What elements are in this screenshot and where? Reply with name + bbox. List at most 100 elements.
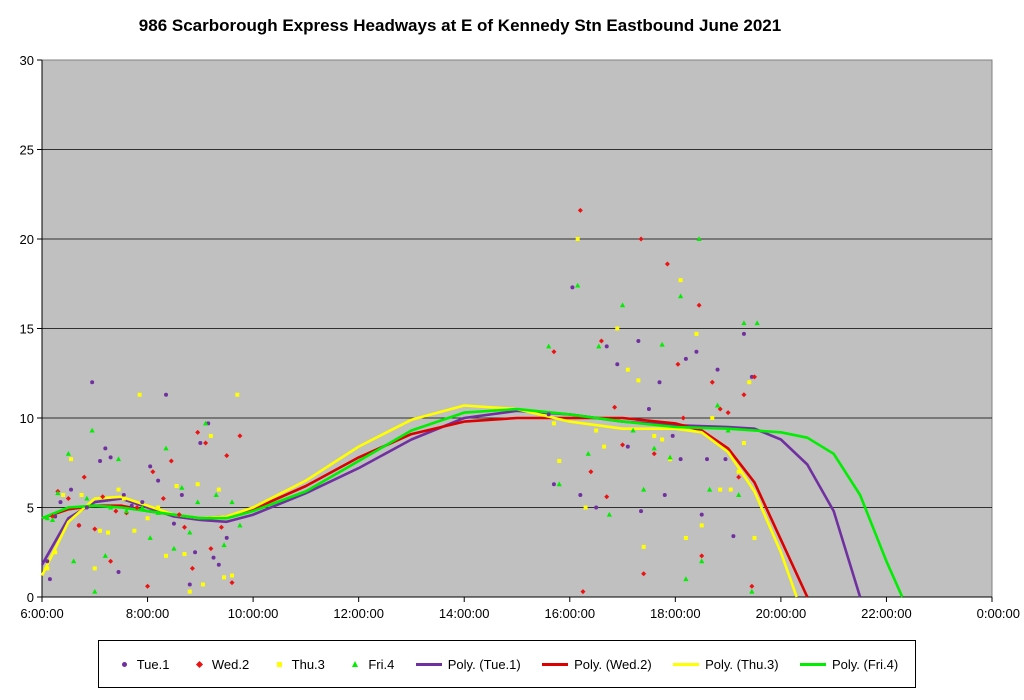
data-point [65, 496, 71, 502]
data-point [237, 522, 243, 528]
data-point [723, 457, 728, 462]
data-point [741, 441, 746, 446]
data-point [134, 505, 140, 510]
data-point [710, 416, 715, 420]
data-point [741, 331, 746, 336]
data-point [651, 445, 657, 451]
data-point [58, 500, 63, 505]
data-point [164, 553, 169, 558]
legend-label: Wed.2 [211, 656, 250, 672]
data-point [156, 478, 161, 483]
data-point [187, 582, 192, 587]
data-point [709, 379, 715, 385]
data-point [69, 457, 74, 462]
legend-label: Poly. (Tue.1) [447, 656, 521, 672]
data-point [160, 496, 166, 502]
legend-swatch [352, 661, 359, 667]
y-tick-label: 30 [20, 53, 34, 68]
data-point [752, 535, 757, 540]
data-point [195, 482, 200, 487]
data-point [598, 338, 604, 344]
data-point [140, 500, 145, 505]
data-point [132, 528, 137, 533]
data-point [699, 553, 705, 559]
x-tick-label: 16:00:00 [544, 606, 595, 621]
data-point [115, 456, 122, 462]
data-point [754, 320, 760, 326]
data-point [200, 582, 205, 587]
data-point [100, 494, 106, 500]
data-point [546, 412, 551, 417]
data-point [699, 558, 705, 564]
data-point [675, 361, 681, 367]
data-point [638, 236, 644, 242]
data-point [203, 440, 209, 446]
y-tick-label: 15 [20, 322, 34, 337]
legend-item: Poly. (Fri.4) [799, 656, 899, 672]
data-point [203, 420, 209, 426]
x-tick-label: 22:00:00 [861, 606, 912, 621]
data-point [551, 349, 557, 355]
data-point [237, 433, 243, 439]
data-point [121, 496, 126, 501]
legend-swatch [195, 660, 203, 668]
data-point [81, 474, 87, 480]
legend-item: Poly. (Tue.1) [415, 656, 521, 672]
data-point [749, 588, 755, 594]
data-point [187, 529, 193, 535]
data-point [171, 545, 177, 551]
y-axis-ticks: 0 5 10 15 20 25 30 [20, 53, 42, 605]
data-point [630, 427, 636, 433]
data-point [182, 552, 187, 557]
data-point [65, 451, 71, 456]
x-tick-label: 10:00:00 [228, 606, 279, 621]
y-tick-label: 10 [20, 411, 34, 426]
data-point [646, 407, 651, 412]
data-point [218, 524, 224, 530]
legend-swatch [415, 662, 442, 666]
legend-swatch [121, 661, 127, 667]
data-point [195, 499, 201, 505]
data-point [575, 282, 581, 288]
data-point [156, 505, 161, 510]
data-point [736, 469, 741, 474]
data-point [596, 343, 602, 349]
data-point [715, 367, 720, 372]
data-point [213, 492, 219, 497]
x-tick-label: 20:00:00 [756, 606, 807, 621]
data-point [195, 429, 201, 435]
data-point [45, 566, 50, 571]
data-point [741, 320, 747, 326]
data-point [216, 562, 221, 567]
legend-label: Poly. (Thu.3) [705, 656, 779, 672]
data-point [71, 558, 77, 564]
data-point [116, 569, 121, 574]
data-point [145, 516, 150, 521]
data-point [575, 237, 580, 241]
legend-swatch [673, 662, 700, 666]
data-point [641, 571, 647, 577]
data-point [749, 374, 754, 379]
data-point [705, 457, 709, 462]
data-point [556, 481, 562, 487]
data-point [639, 509, 644, 514]
data-point [625, 444, 630, 449]
y-tick-label: 0 [27, 590, 34, 605]
data-point [667, 454, 673, 460]
data-point [615, 362, 620, 367]
data-point [90, 380, 95, 385]
data-point [163, 445, 169, 451]
data-point [92, 588, 98, 594]
data-point [641, 486, 647, 492]
data-point [129, 503, 134, 508]
x-axis-ticks: 6:00:00 8:00:00 10:00:00 12:00:00 14:00:00 16… [20, 597, 1020, 621]
data-point [148, 464, 153, 469]
legend: Tue.1 Wed.2 Thu.3 Fri.4 Poly. (Tue.1) Poly. (… [98, 640, 916, 688]
data-point [164, 392, 169, 397]
legend-label: Poly. (Fri.4) [831, 656, 899, 672]
data-point [92, 566, 97, 571]
data-point [108, 558, 114, 564]
data-point [182, 524, 187, 530]
legend-item: Poly. (Wed.2) [542, 657, 652, 672]
data-point [725, 427, 731, 433]
